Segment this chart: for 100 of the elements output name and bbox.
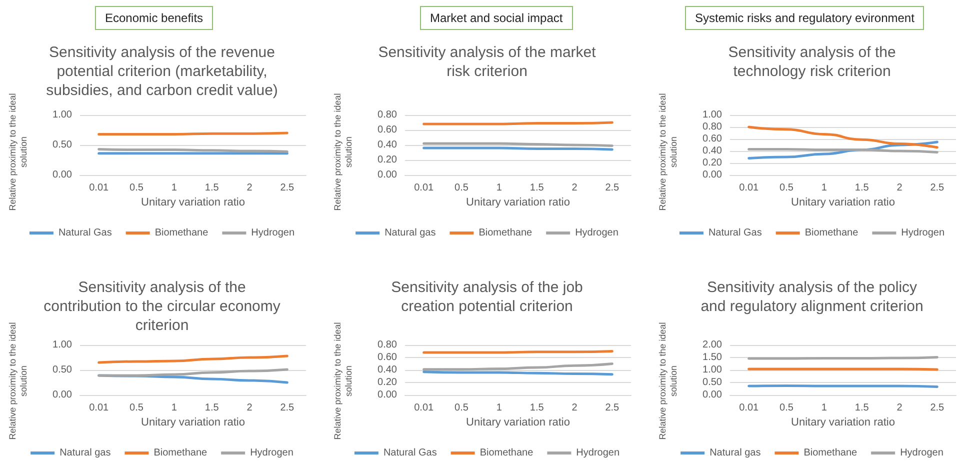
legend-label: Biomethane [804, 448, 858, 458]
x-tick-label: 2.5 [280, 402, 295, 414]
y-tick-label: 2.00 [702, 340, 722, 350]
x-tick-label: 1 [171, 182, 178, 194]
legend-label: Hydrogen [576, 448, 620, 458]
x-tick-label: 2 [572, 402, 578, 414]
chart-title: Sensitivity analysis of the policy and regulatory alignment criterion [700, 279, 924, 315]
x-axis-title: Unitary variation ratio [141, 416, 245, 428]
x-tick-label: 0.01 [89, 182, 109, 194]
legend-label: Natural gas [60, 448, 111, 458]
legend-label: Hydrogen [900, 448, 944, 458]
chart-title: Sensitivity analysis of the revenue potential criterion (marketability, subsidies, and carbon credit value) [46, 44, 278, 99]
legend-label: Natural Gas [383, 448, 437, 458]
y-tick-label: 0.00 [378, 390, 398, 400]
y-tick-label: 1.00 [702, 364, 722, 376]
legend-label: Natural Gas [58, 228, 112, 238]
y-axis-title: Relative proximity to the ideal solution [332, 93, 354, 211]
x-axis-title: Unitary variation ratio [466, 196, 570, 208]
y-tick-label: 1.00 [52, 110, 72, 120]
y-tick-label: 0.00 [702, 390, 722, 400]
y-tick-label: 0.20 [702, 158, 722, 168]
x-tick-label: 1.5 [530, 402, 544, 414]
y-tick-label: 0.40 [378, 140, 398, 150]
x-tick-label: 2 [896, 402, 903, 414]
y-axis-title: Relative proximity to the ideal solution [8, 322, 28, 440]
x-tick-label: 2.5 [930, 402, 945, 414]
x-tick-label: 0.01 [414, 182, 434, 194]
x-axis-title: Unitary variation ratio [791, 196, 895, 208]
y-tick-label: 0.20 [378, 377, 398, 388]
y-tick-label: 0.40 [702, 146, 722, 156]
y-tick-label: 0.40 [378, 364, 398, 376]
legend-label: Natural gas [384, 228, 436, 238]
x-tick-label: 2.5 [605, 182, 620, 194]
line-series [748, 126, 938, 149]
chart-title: Sensitivity analysis of the contribution to the circular economy criterion [44, 279, 281, 334]
y-tick-label: 0.50 [52, 140, 72, 150]
x-tick-label: 1 [821, 402, 828, 414]
y-tick-label: 1.50 [702, 352, 722, 363]
x-tick-label: 1.5 [204, 402, 220, 414]
x-tick-label: 0.01 [739, 182, 759, 194]
x-tick-label: 0.5 [454, 182, 469, 194]
legend-label: Biomethane [480, 448, 534, 458]
x-tick-label: 1.5 [530, 182, 544, 194]
x-tick-label: 1.5 [204, 182, 220, 194]
y-tick-label: 0.20 [378, 154, 398, 166]
y-tick-label: 0.60 [378, 352, 398, 363]
legend-label: Hydrogen [901, 228, 945, 238]
text: Systemic risks and regulatory evironment [685, 6, 924, 30]
y-tick-label: 0.50 [52, 364, 72, 376]
x-tick-label: 1 [171, 402, 178, 414]
y-tick-label: 0.60 [702, 134, 722, 144]
chart-title: Sensitivity analysis of the market risk criterion [378, 44, 597, 80]
x-tick-label: 1 [821, 182, 828, 194]
legend-label: Natural Gas [708, 228, 762, 238]
x-tick-label: 1 [496, 182, 502, 194]
x-tick-label: 2 [246, 182, 253, 194]
y-tick-label: 0.80 [378, 340, 398, 350]
y-tick-label: 0.00 [378, 170, 398, 180]
y-axis-title: Relative proximity to the ideal solution [658, 322, 678, 440]
y-tick-label: 1.00 [702, 110, 722, 120]
x-tick-label: 1.5 [854, 402, 870, 414]
text: Economic benefits [95, 6, 214, 30]
x-tick-label: 2 [572, 182, 578, 194]
x-tick-label: 0.01 [414, 402, 434, 414]
x-tick-label: 2.5 [605, 402, 620, 414]
x-tick-label: 0.5 [130, 182, 144, 194]
x-tick-label: 0.5 [454, 402, 469, 414]
x-tick-label: 1.5 [854, 182, 870, 194]
y-tick-label: 0.00 [52, 170, 72, 180]
legend-label: Biomethane [478, 228, 533, 238]
y-axis-title: Relative proximity to the ideal solution [332, 322, 354, 440]
x-tick-label: 0.01 [739, 402, 759, 414]
legend-label: Hydrogen [251, 228, 295, 238]
legend-label: Natural gas [710, 448, 761, 458]
x-tick-label: 2 [896, 182, 903, 194]
legend-label: Hydrogen [575, 228, 618, 238]
y-axis-title: Relative proximity to the ideal solution [658, 93, 678, 211]
legend-label: Biomethane [804, 228, 859, 238]
x-tick-label: 2.5 [280, 182, 295, 194]
x-axis-title: Unitary variation ratio [466, 416, 570, 428]
y-tick-label: 0.50 [702, 377, 722, 388]
y-axis-title: Relative proximity to the ideal solution [8, 93, 28, 211]
text: Market and social impact [420, 6, 573, 30]
x-tick-label: 2 [246, 402, 253, 414]
legend-label: Biomethane [154, 228, 209, 238]
x-axis-title: Unitary variation ratio [141, 196, 245, 208]
x-tick-label: 0.5 [130, 402, 144, 414]
x-tick-label: 2.5 [930, 182, 945, 194]
y-tick-label: 0.80 [378, 110, 398, 120]
chart-title: Sensitivity analysis of the technology risk criterion [728, 44, 896, 80]
chart-title: Sensitivity analysis of the job creation potential criterion [391, 279, 583, 315]
legend-label: Hydrogen [250, 448, 294, 458]
x-tick-label: 0.5 [780, 182, 794, 194]
y-tick-label: 0.60 [378, 124, 398, 136]
line-series [98, 354, 288, 364]
x-tick-label: 0.01 [89, 402, 109, 414]
x-tick-label: 0.5 [780, 402, 794, 414]
x-tick-label: 1 [496, 402, 502, 414]
y-tick-label: 0.00 [52, 390, 72, 400]
legend-label: Biomethane [154, 448, 208, 458]
